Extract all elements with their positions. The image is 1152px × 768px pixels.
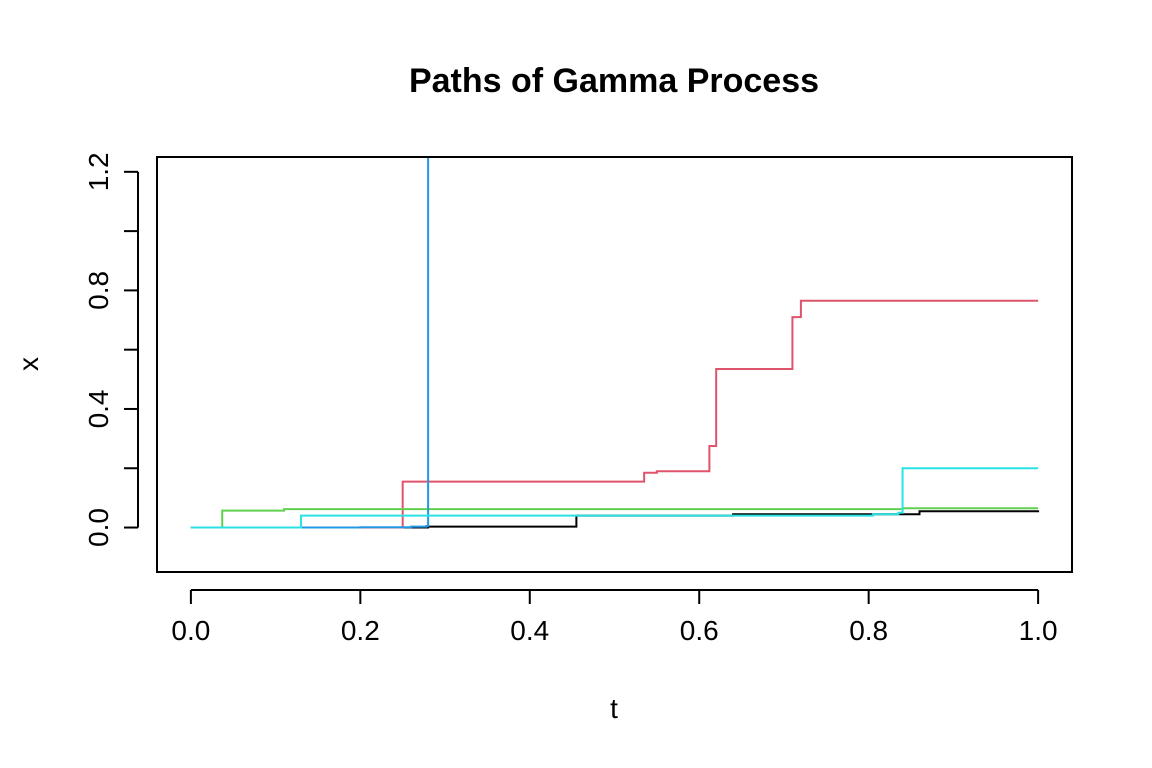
x-axis: 0.0 0.2 0.4 0.6 0.8 1.0 (171, 589, 1058, 646)
x-tick-label: 0.0 (171, 615, 210, 646)
series-path-2 (190, 299, 1039, 529)
y-tick-label: 0.8 (83, 271, 114, 310)
y-tick-label: 0.4 (83, 389, 114, 428)
x-tick-label: 0.6 (680, 615, 719, 646)
x-tick-label: 0.4 (510, 615, 549, 646)
series-layer (190, 157, 1040, 529)
x-tick-label: 0.8 (849, 615, 888, 646)
x-axis-title: t (610, 693, 618, 724)
series-path-4 (190, 157, 430, 529)
series-path-3 (190, 507, 1039, 529)
series-path-1 (190, 510, 1040, 529)
x-tick-label: 1.0 (1019, 615, 1058, 646)
plot-frame (156, 156, 1073, 573)
y-axis-title: x (13, 357, 44, 371)
y-axis: 0.0 0.4 0.8 1.2 (83, 152, 139, 547)
y-tick-label: 1.2 (83, 152, 114, 191)
series-path-5 (190, 467, 1039, 529)
chart-title: Paths of Gamma Process (409, 62, 819, 100)
y-tick-label: 0.0 (83, 508, 114, 547)
x-tick-label: 0.2 (341, 615, 380, 646)
